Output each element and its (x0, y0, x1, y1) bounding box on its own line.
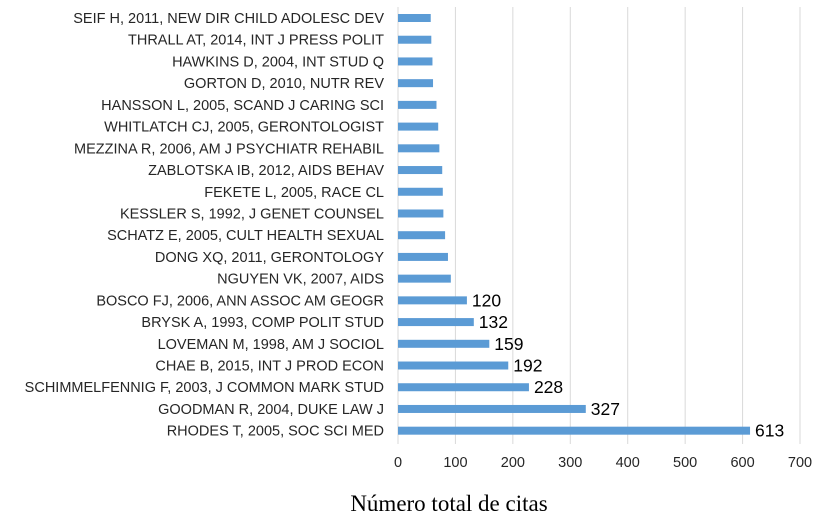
x-tick-label: 0 (394, 455, 402, 471)
x-tick-labels: 0 100 200 300 400 500 600 700 (394, 455, 812, 471)
category-labels: SEIF H, 2011, NEW DIR CHILD ADOLESC DEV T… (25, 11, 385, 440)
category-label: NGUYEN VK, 2007, AIDS (217, 272, 384, 288)
bar (398, 35, 432, 44)
bar (398, 383, 529, 392)
bar (398, 361, 509, 370)
category-label: DONG XQ, 2011, GERONTOLOGY (155, 250, 384, 266)
x-tick-label: 400 (616, 455, 640, 471)
x-tick-label: 300 (558, 455, 582, 471)
data-label: 120 (472, 290, 501, 310)
category-label: THRALL AT, 2014, INT J PRESS POLIT (128, 33, 384, 49)
bar (398, 318, 474, 327)
bar (398, 231, 446, 240)
data-label: 613 (755, 421, 784, 441)
category-label: SCHATZ E, 2005, CULT HEALTH SEXUAL (107, 228, 384, 244)
gridlines (397, 7, 801, 444)
bar (398, 252, 448, 261)
bar (398, 122, 439, 131)
data-label: 327 (591, 399, 620, 419)
x-axis-title: Número total de citas (350, 491, 547, 516)
data-label: 132 (479, 312, 508, 332)
bar (398, 166, 443, 175)
bar (398, 14, 431, 22)
bar (398, 274, 451, 283)
bar (398, 57, 433, 66)
bar (398, 296, 467, 305)
data-label: 192 (513, 356, 542, 376)
category-label: ZABLOTSKA IB, 2012, AIDS BEHAV (148, 163, 384, 179)
category-label: HAWKINS D, 2004, INT STUD Q (172, 54, 384, 70)
category-label: GORTON D, 2010, NUTR REV (184, 76, 384, 92)
bar (398, 209, 444, 218)
data-label: 159 (494, 334, 523, 354)
category-label: GOODMAN R, 2004, DUKE LAW J (158, 402, 384, 418)
category-label: SEIF H, 2011, NEW DIR CHILD ADOLESC DEV (73, 11, 384, 27)
category-label: SCHIMMELFENNIG F, 2003, J COMMON MARK ST… (25, 380, 384, 396)
bar (398, 144, 440, 153)
category-label: RHODES T, 2005, SOC SCI MED (167, 424, 384, 440)
category-label: HANSSON L, 2005, SCAND J CARING SCI (101, 98, 384, 114)
x-tick-label: 700 (788, 455, 812, 471)
category-label: BOSCO FJ, 2006, ANN ASSOC AM GEOGR (96, 293, 384, 309)
x-tick-label: 500 (673, 455, 697, 471)
category-label: MEZZINA R, 2006, AM J PSYCHIATR REHABIL (74, 141, 384, 157)
category-label: KESSLER S, 1992, J GENET COUNSEL (120, 206, 384, 222)
bar (398, 79, 434, 88)
x-tick-label: 200 (501, 455, 525, 471)
bar (398, 339, 490, 348)
category-label: WHITLATCH CJ, 2005, GERONTOLOGIST (104, 120, 384, 136)
bar (398, 404, 586, 413)
bars (398, 14, 751, 435)
bar (398, 100, 437, 109)
x-tick-label: 100 (443, 455, 467, 471)
category-label: FEKETE L, 2005, RACE CL (204, 185, 384, 201)
category-label: BRYSK A, 1993, COMP POLIT STUD (141, 315, 384, 331)
x-tick-label: 600 (730, 455, 754, 471)
data-label: 228 (534, 377, 563, 397)
category-label: LOVEMAN M, 1998, AM J SOCIOL (158, 337, 384, 353)
category-label: CHAE B, 2015, INT J PROD ECON (155, 359, 384, 375)
bar (398, 187, 443, 196)
bar (398, 426, 751, 435)
